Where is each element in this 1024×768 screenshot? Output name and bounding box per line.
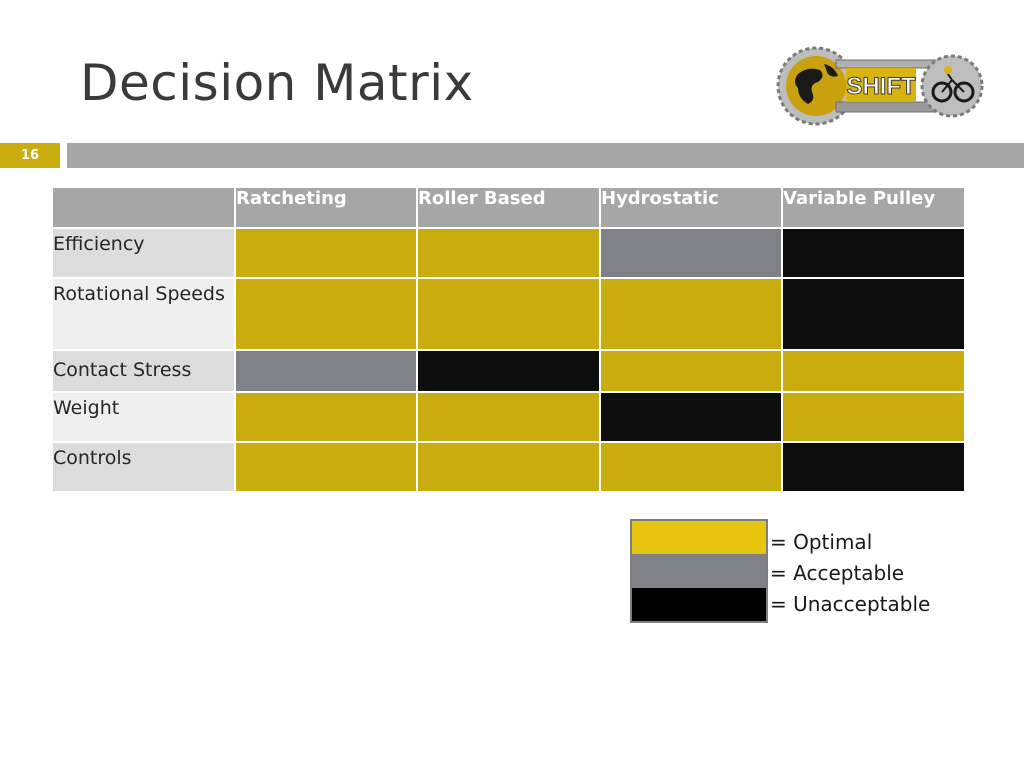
page-number: 16 (0, 143, 60, 168)
rating-cell (599, 349, 783, 393)
rating-cell (416, 227, 601, 279)
table-row: Contact Stress (51, 349, 966, 393)
legend-labels: = Optimal = Acceptable = Unacceptable (770, 527, 930, 620)
legend-swatch-optimal (632, 521, 766, 555)
rating-cell (599, 227, 783, 279)
bicycle-icon (931, 81, 953, 103)
legend-label-acceptable: = Acceptable (770, 561, 905, 585)
rating-cell (781, 277, 966, 351)
logo-text: SHIFT (846, 73, 916, 100)
rating-cell (416, 277, 601, 351)
legend-swatch-acceptable (632, 554, 766, 588)
column-header-hydrostatic: Hydrostatic (599, 186, 783, 229)
table-corner-cell (51, 186, 236, 229)
rating-cell (599, 391, 783, 443)
column-header-ratcheting: Ratcheting (234, 186, 418, 229)
table-row: Rotational Speeds (51, 277, 966, 351)
rating-cell (599, 441, 783, 493)
row-label: Rotational Speeds (51, 277, 236, 351)
rating-cell (234, 349, 418, 393)
row-label: Weight (51, 391, 236, 443)
decision-matrix-table: Ratcheting Roller Based Hydrostatic Vari… (51, 186, 966, 493)
gear-ring-right (920, 54, 984, 118)
rating-cell (781, 441, 966, 493)
table-row: Controls (51, 441, 966, 493)
row-label: Contact Stress (51, 349, 236, 393)
table-row: Weight (51, 391, 966, 443)
legend-swatch-unacceptable (632, 587, 766, 621)
rating-cell (416, 349, 601, 393)
rating-cell (416, 441, 601, 493)
rating-cell (234, 441, 418, 493)
rating-cell (234, 227, 418, 279)
rating-cell (599, 277, 783, 351)
rating-cell (416, 391, 601, 443)
rating-legend: = Optimal = Acceptable = Unacceptable (630, 519, 930, 623)
table-row: Efficiency (51, 227, 966, 279)
legend-label-unacceptable: = Unacceptable (770, 592, 931, 616)
row-label: Controls (51, 441, 236, 493)
shift-logo: SHIFT (776, 46, 984, 126)
rating-cell (781, 391, 966, 443)
column-header-variable-pulley: Variable Pulley (781, 186, 966, 229)
rating-cell (781, 227, 966, 279)
row-label: Efficiency (51, 227, 236, 279)
legend-swatches (630, 519, 768, 623)
rating-cell (234, 391, 418, 443)
legend-label-optimal: = Optimal (770, 530, 873, 554)
column-header-roller-based: Roller Based (416, 186, 601, 229)
header-divider-bar (67, 143, 1024, 168)
rating-cell (781, 349, 966, 393)
slide-title: Decision Matrix (80, 54, 474, 112)
rating-cell (234, 277, 418, 351)
